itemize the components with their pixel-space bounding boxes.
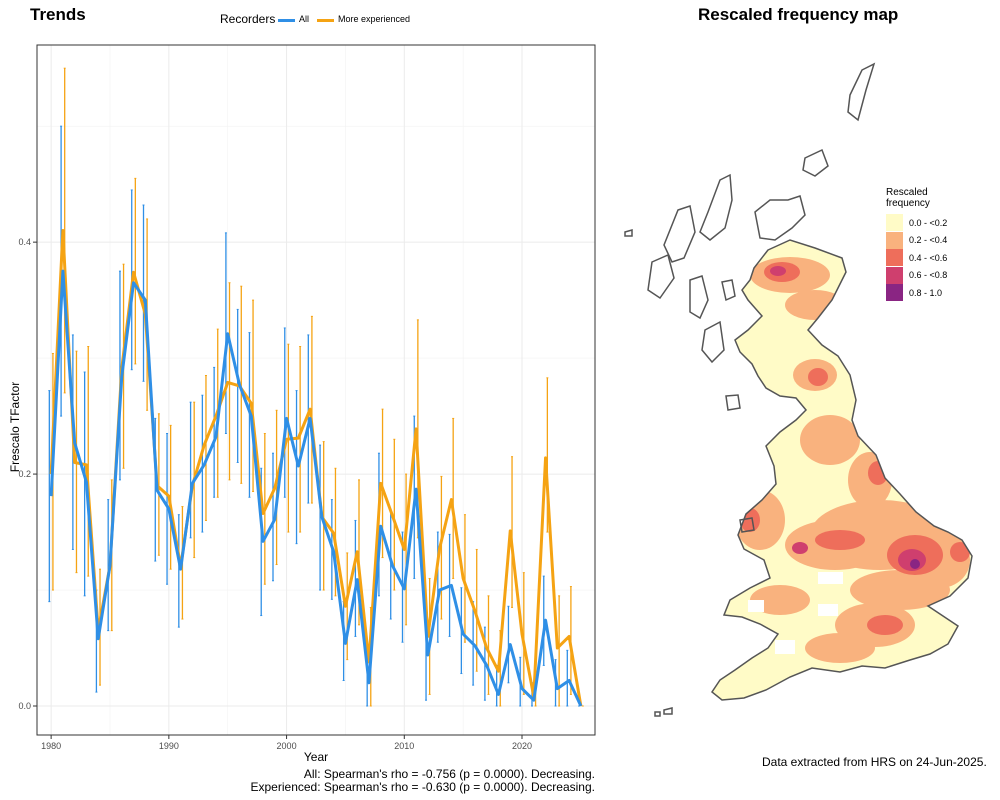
gb-outline [710, 239, 973, 701]
y-tick-label: 0.4 [18, 237, 31, 247]
map-legend-label: 0.4 - <0.6 [909, 252, 948, 263]
stat-all: All: Spearman's rho = -0.756 (p = 0.0000… [303, 767, 595, 781]
map-footer: Data extracted from HRS on 24-Jun-2025. [762, 755, 987, 769]
legend-label-experienced: More experienced [338, 14, 411, 24]
map-legend-item: 0.0 - <0.2 [886, 214, 986, 232]
legend-title: Recorders [220, 12, 276, 26]
map-legend-items: 0.0 - <0.2 0.2 - <0.4 0.4 - <0.6 0.6 - <0.8… [886, 214, 986, 302]
map-fill [712, 240, 972, 700]
map-legend-title-2: frequency [886, 198, 930, 209]
map-legend-swatch [886, 266, 903, 284]
map-title: Rescaled frequency map [698, 5, 899, 24]
map-legend-swatch [886, 249, 903, 267]
y-tick-label: 0.0 [18, 701, 31, 711]
stat-experienced: Experienced: Spearman's rho = -0.630 (p … [250, 780, 596, 794]
legend-label-all: All [299, 14, 310, 24]
x-tick-label: 1990 [159, 741, 179, 751]
map-legend-item: 0.2 - <0.4 [886, 231, 986, 250]
map-legend-swatch [886, 284, 903, 302]
series-line-all [49, 269, 583, 707]
map-legend-swatch [886, 231, 903, 249]
map-legend-label: 0.6 - <0.8 [909, 270, 948, 281]
series-lines [49, 229, 583, 707]
x-tick-label: 2000 [277, 741, 297, 751]
trends-legend: Recorders All More experienced [220, 12, 440, 28]
map-legend-label: 0.2 - <0.4 [909, 235, 948, 246]
y-tick-label: 0.2 [18, 469, 31, 479]
map-legend: Rescaled frequency 0.0 - <0.2 0.2 - <0.4 0… [886, 187, 986, 302]
axis-ticks: 1980 1990 2000 2010 2020 0.0 0.2 0.4 [18, 237, 532, 751]
x-tick-label: 1980 [41, 741, 61, 751]
plot-frame [36, 44, 596, 736]
legend-swatch-experienced [317, 19, 334, 22]
map-legend-label: 0.8 - 1.0 [909, 287, 943, 298]
x-axis-title: Year [303, 750, 329, 764]
map-legend-title-1: Rescaled [886, 187, 928, 198]
x-tick-label: 2010 [394, 741, 414, 751]
islands-outline [624, 62, 876, 717]
map-legend-item: 0.8 - 1.0 [886, 284, 986, 302]
x-tick-label: 2020 [512, 741, 532, 751]
map-legend-swatch [886, 214, 903, 232]
grid [37, 45, 595, 735]
map-legend-item: 0.4 - <0.6 [886, 249, 986, 267]
legend-swatch-all [278, 19, 295, 22]
map-legend-label: 0.0 - <0.2 [909, 217, 948, 228]
map-legend-item: 0.6 - <0.8 [886, 266, 986, 285]
trends-title: Trends [30, 5, 86, 24]
